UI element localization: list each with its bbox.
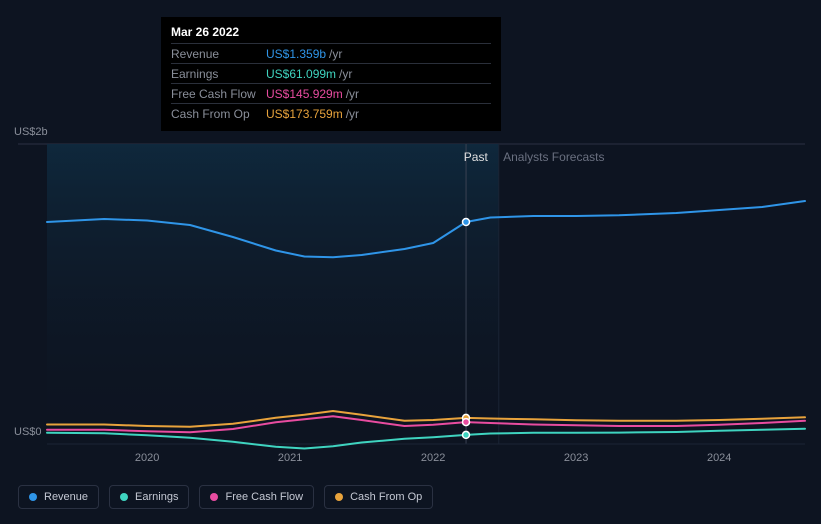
marker-free_cash_flow [463,419,470,426]
yaxis-label-bottom: US$0 [14,426,42,438]
tooltip-date: Mar 26 2022 [171,25,491,39]
past-label: Past [464,150,488,164]
tooltip-row-revenue: RevenueUS$1.359b/yr [171,43,491,63]
legend-dot-icon [120,493,128,501]
tooltip-row-cash-from-op: Cash From OpUS$173.759m/yr [171,103,491,123]
chart-legend: Revenue Earnings Free Cash Flow Cash From O… [18,485,433,509]
tooltip-row-free-cash-flow: Free Cash FlowUS$145.929m/yr [171,83,491,103]
yaxis-label-top: US$2b [14,126,48,138]
forecast-label: Analysts Forecasts [503,150,604,164]
legend-item-revenue[interactable]: Revenue [18,485,99,509]
legend-dot-icon [335,493,343,501]
period-labels: Past Analysts Forecasts [464,150,605,164]
chart-tooltip: Mar 26 2022 RevenueUS$1.359b/yrEarningsU… [161,17,501,131]
marker-earnings [463,431,470,438]
xaxis-tick-2020: 2020 [135,452,159,464]
xaxis-tick-2022: 2022 [421,452,445,464]
legend-dot-icon [210,493,218,501]
tooltip-row-earnings: EarningsUS$61.099m/yr [171,63,491,83]
xaxis-tick-2024: 2024 [707,452,731,464]
xaxis-tick-2023: 2023 [564,452,588,464]
legend-item-free_cash_flow[interactable]: Free Cash Flow [199,485,314,509]
legend-dot-icon [29,493,37,501]
legend-item-earnings[interactable]: Earnings [109,485,189,509]
legend-item-cash_from_op[interactable]: Cash From Op [324,485,433,509]
xaxis-tick-2021: 2021 [278,452,302,464]
marker-revenue [463,219,470,226]
